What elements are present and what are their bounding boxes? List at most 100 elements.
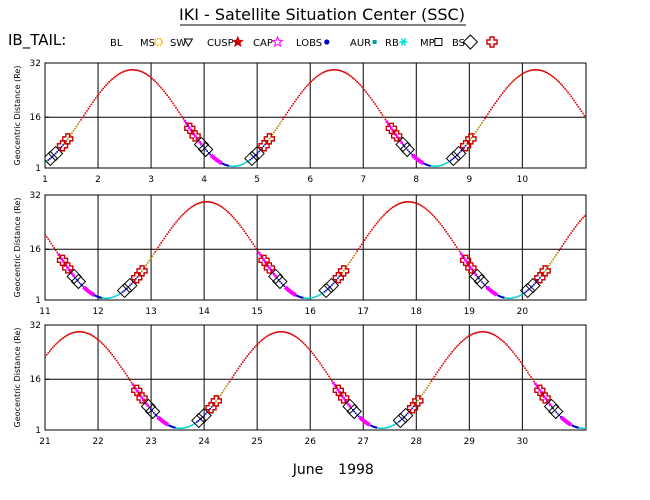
x-tick-label: 21 — [39, 437, 50, 447]
orbit-point-sw — [267, 334, 269, 337]
orbit-point-sw — [56, 342, 58, 344]
orbit-point-sw — [524, 71, 526, 74]
orbit-point-sw — [570, 95, 572, 98]
orbit-point-sw — [408, 200, 410, 203]
bow-shock-marker-icon — [258, 140, 270, 152]
lobe-segment — [221, 162, 230, 167]
orbit-point-lobs — [200, 417, 203, 420]
orbit-point-sw — [195, 203, 198, 205]
orbit-point-sw — [322, 366, 324, 369]
orbit-point-sw — [286, 111, 289, 114]
orbit-point-sw — [77, 331, 79, 333]
orbit-point-sw — [488, 332, 491, 334]
orbit-point-sw — [331, 380, 333, 382]
bow-shock-marker-icon — [539, 265, 551, 277]
orbit-point-sw — [579, 220, 581, 223]
orbit-point-sw — [328, 69, 330, 72]
bow-shock-marker-icon — [337, 392, 350, 404]
orbit-point-sw — [533, 69, 535, 71]
x-tick-label: 29 — [464, 437, 476, 447]
orbit-point-ms — [543, 271, 546, 273]
orbit-point-lobs — [552, 407, 555, 410]
orbit-point-sw — [577, 106, 580, 108]
orbit-point-lobs — [197, 420, 200, 422]
orbit-point-sw — [323, 368, 326, 371]
orbit-point-sw — [561, 245, 563, 247]
orbit-point-sw — [78, 330, 81, 333]
legend-symbol-triangle-down-icon — [183, 38, 194, 48]
orbit-point-rb — [583, 427, 586, 430]
orbit-point-sw — [360, 243, 363, 246]
orbit-point-rb — [507, 297, 510, 300]
orbit-point-sw — [74, 331, 76, 334]
orbit-point-sw — [430, 380, 433, 382]
legend-symbol-square-small-icon — [372, 40, 377, 44]
orbit-point-lobs — [48, 158, 51, 160]
orbit-point-sw — [160, 242, 162, 244]
orbit-point-sw — [261, 339, 263, 341]
orbit-point-ms — [470, 137, 473, 139]
orbit-point-rb — [187, 426, 189, 428]
chart-title: IKI - Satellite Situation Center (SSC) — [179, 5, 465, 24]
orbit-point-sw — [518, 75, 520, 77]
orbit-point-sw — [89, 333, 91, 336]
magnetopause-marker-icon — [543, 398, 560, 415]
x-tick-label: 23 — [145, 437, 156, 447]
orbit-point-lobs — [282, 283, 284, 286]
orbit-point-sw — [247, 353, 250, 355]
orbit-point-lobs — [402, 143, 405, 146]
orbit-point-lobs — [54, 152, 57, 155]
orbit-point-sw — [46, 353, 48, 356]
legend-symbol-asterisk-icon — [399, 38, 408, 46]
orbit-point-sw — [230, 378, 232, 381]
orbit-point-ms — [481, 122, 483, 124]
orbit-point-sw — [507, 346, 510, 348]
orbit-point-sw — [497, 336, 500, 339]
orbit-point-lobs — [249, 158, 252, 161]
orbit-point-sw — [313, 354, 315, 357]
orbit-point-sw — [305, 85, 308, 88]
orbit-point-lobs — [405, 414, 407, 416]
orbit-point-sw — [438, 369, 440, 371]
orbit-point-lobs — [204, 413, 207, 415]
y-tick-label: 1 — [35, 164, 41, 174]
orbit-point-sw — [121, 368, 124, 370]
orbit-point-rb — [579, 427, 581, 429]
orbit-point-sw — [155, 82, 158, 84]
orbit-point-ms — [69, 134, 72, 136]
orbit-point-sw — [102, 87, 105, 90]
orbit-point-sw — [531, 378, 534, 381]
orbit-point-sw — [144, 72, 146, 75]
orbit-point-cap — [387, 122, 390, 126]
orbit-point-rb — [118, 293, 121, 295]
orbit-point-ms — [75, 125, 78, 128]
orbit-point-sw — [488, 111, 491, 113]
orbit-point-sw — [106, 348, 109, 351]
orbit-point-sw — [167, 96, 170, 99]
orbit-point-cap — [535, 384, 539, 388]
orbit-point-lobs — [482, 282, 485, 285]
orbit-point-sw — [170, 100, 173, 103]
orbit-point-rb — [42, 163, 44, 165]
orbit-point-sw — [389, 208, 391, 211]
orbit-point-sw — [392, 206, 394, 209]
orbit-point-sw — [307, 347, 309, 349]
orbit-point-sw — [228, 380, 231, 383]
orbit-point-lobs — [556, 412, 559, 415]
orbit-point-sw — [377, 107, 379, 110]
orbit-point-sw — [286, 331, 289, 334]
orbit-point-lobs — [464, 144, 467, 147]
orbit-point-rb — [311, 296, 314, 299]
orbit-point-rb — [230, 165, 232, 167]
orbit-point-sw — [414, 202, 416, 204]
orbit-point-sw — [371, 99, 373, 101]
orbit-point-rb — [510, 297, 513, 299]
orbit-point-sw — [478, 331, 480, 333]
orbit-point-lobs — [461, 148, 464, 151]
orbit-point-sw — [363, 89, 366, 91]
orbit-point-sw — [48, 350, 51, 352]
magnetopause-marker-icon — [445, 150, 462, 167]
orbit-point-sw — [97, 93, 100, 95]
orbit-point-sw — [365, 237, 367, 239]
orbit-point-sw — [344, 71, 347, 74]
